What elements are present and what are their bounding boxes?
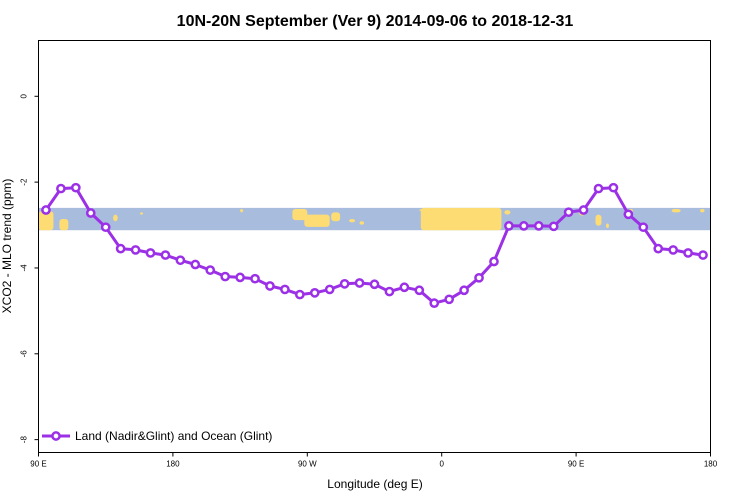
map-land (359, 221, 365, 225)
data-point (668, 245, 679, 255)
data-point (489, 256, 499, 267)
x-axis: 90 E 180 90 W 0 90 E 180 (30, 452, 718, 469)
data-point (608, 182, 619, 193)
data-point (504, 221, 514, 231)
data-point (235, 272, 245, 283)
data-point (683, 248, 693, 258)
data-point (354, 278, 365, 288)
data-point (399, 282, 410, 293)
data-point (175, 255, 186, 266)
data-point (130, 245, 141, 255)
data-point (444, 294, 455, 305)
map-land (240, 208, 244, 213)
legend-marker-swatch (51, 431, 61, 441)
data-point (459, 285, 469, 296)
y-axis-label: XCO2 - MLO trend (ppm) (0, 179, 14, 314)
y-tick-label: -8 (20, 436, 29, 444)
map-land (420, 207, 502, 231)
data-point (533, 221, 544, 231)
data-point (145, 248, 156, 258)
data-point (100, 222, 111, 233)
data-point (414, 285, 425, 296)
data-point (518, 221, 529, 231)
data-point (653, 243, 664, 254)
plot-frame (38, 40, 711, 453)
world-map-strip (38, 207, 711, 231)
y-tick-label: -4 (20, 264, 29, 272)
data-point (190, 259, 201, 270)
data-point (369, 279, 380, 290)
data-point (623, 209, 634, 220)
data-point (41, 205, 51, 215)
data-point (220, 271, 231, 282)
x-tick-label: 180 (166, 460, 180, 469)
map-land (292, 208, 308, 221)
data-point (548, 221, 559, 232)
data-point (384, 286, 395, 297)
map-land (349, 219, 356, 223)
data-point (474, 272, 484, 283)
data-point (638, 222, 649, 233)
map-land (331, 212, 341, 222)
data-point (324, 284, 335, 295)
data-point (578, 205, 589, 215)
data-point (250, 273, 260, 284)
data-point (339, 278, 350, 289)
data-point (70, 182, 81, 193)
data-point (429, 298, 440, 308)
x-tick-label: 90 W (298, 460, 317, 469)
legend: Land (Nadir&Glint) and Ocean (Glint) (42, 429, 272, 443)
y-tick-label: 0 (20, 94, 29, 99)
x-tick-label: 0 (439, 460, 444, 469)
map-land (59, 219, 69, 231)
map-land (700, 208, 705, 213)
data-point (265, 281, 275, 291)
data-point (56, 183, 66, 194)
data-point (205, 265, 216, 275)
data-point (160, 250, 171, 260)
map-land (113, 214, 118, 222)
data-point (698, 250, 708, 260)
data-point (294, 289, 305, 300)
y-tick-label: -2 (20, 178, 29, 186)
series-layer (41, 182, 708, 308)
x-axis-label: Longitude (deg E) (327, 477, 422, 491)
map-ocean (38, 207, 711, 231)
map-land (140, 212, 144, 215)
data-point (309, 288, 320, 298)
y-axis: 0 -2 -4 -6 -8 (20, 94, 39, 444)
map-land (38, 211, 54, 231)
data-point (563, 207, 574, 218)
x-tick-label: 90 E (568, 460, 584, 469)
map-land (504, 210, 511, 215)
map-land (671, 208, 681, 213)
map-land (304, 214, 330, 227)
map-land (605, 223, 609, 228)
x-tick-label: 90 E (30, 460, 46, 469)
data-point (115, 243, 126, 254)
x-tick-label: 180 (704, 460, 718, 469)
data-point (280, 284, 290, 295)
data-point (85, 208, 96, 218)
y-tick-label: -6 (20, 350, 29, 358)
chart-title: 10N-20N September (Ver 9) 2014-09-06 to … (177, 13, 574, 30)
map-land (595, 214, 602, 226)
data-point (593, 183, 604, 194)
legend-entry-label: Land (Nadir&Glint) and Ocean (Glint) (75, 429, 272, 443)
